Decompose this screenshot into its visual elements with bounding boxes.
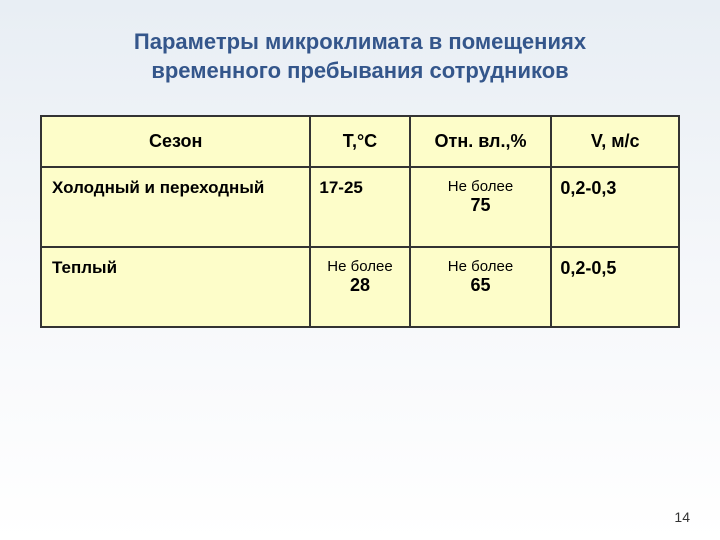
cell-season-warm: Теплый <box>41 247 310 327</box>
header-season: Сезон <box>41 116 310 167</box>
cell-humidity-warm: Не более 65 <box>410 247 552 327</box>
page-number: 14 <box>674 509 690 525</box>
humidity-value: 75 <box>419 195 543 216</box>
cell-velocity-warm: 0,2-0,5 <box>551 247 679 327</box>
cell-temp-cold: 17-25 <box>310 167 409 247</box>
header-temperature: Т,°С <box>310 116 409 167</box>
table-header-row: Сезон Т,°С Отн. вл.,% V, м/c <box>41 116 679 167</box>
page-title: Параметры микроклимата в помещениях врем… <box>0 0 720 85</box>
table-row: Холодный и переходный 17-25 Не более 75 … <box>41 167 679 247</box>
title-line2: временного пребывания сотрудников <box>151 58 568 83</box>
header-humidity: Отн. вл.,% <box>410 116 552 167</box>
cell-temp-warm: Не более 28 <box>310 247 409 327</box>
temp-value: 28 <box>319 275 400 296</box>
microclimate-table-container: Сезон Т,°С Отн. вл.,% V, м/c Холодный и … <box>40 115 680 328</box>
table-row: Теплый Не более 28 Не более 65 0,2-0,5 <box>41 247 679 327</box>
humidity-value: 65 <box>419 275 543 296</box>
header-velocity: V, м/c <box>551 116 679 167</box>
cell-velocity-cold: 0,2-0,3 <box>551 167 679 247</box>
humidity-prefix: Не более <box>448 178 513 195</box>
cell-humidity-cold: Не более 75 <box>410 167 552 247</box>
humidity-prefix: Не более <box>448 258 513 275</box>
temp-prefix: Не более <box>327 258 392 275</box>
cell-season-cold: Холодный и переходный <box>41 167 310 247</box>
title-line1: Параметры микроклимата в помещениях <box>134 29 586 54</box>
microclimate-table: Сезон Т,°С Отн. вл.,% V, м/c Холодный и … <box>40 115 680 328</box>
